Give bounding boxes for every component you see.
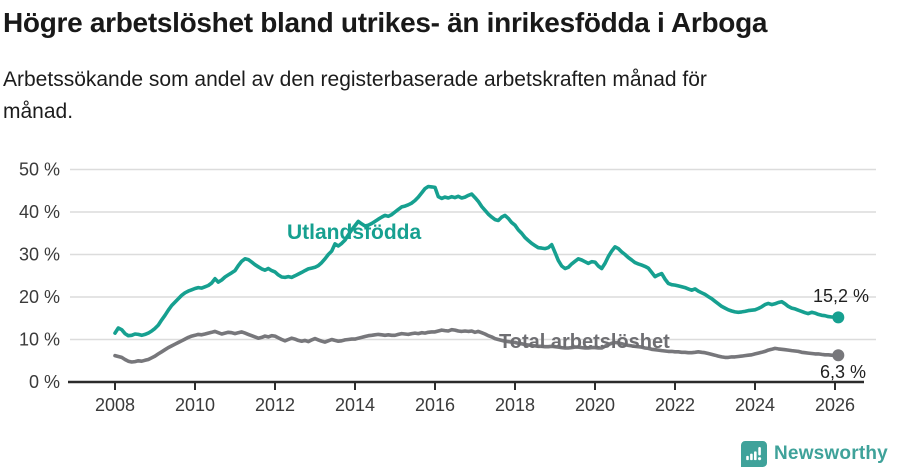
subtitle-line-1: Arbetssökande som andel av den registerb… (3, 68, 707, 91)
brand-footer: Newsworthy (741, 441, 888, 467)
x-axis-tick-label: 2026 (815, 395, 855, 415)
x-axis-tick-label: 2014 (335, 395, 375, 415)
y-axis-tick-label: 20 % (19, 287, 60, 307)
series-line-total-arbetsloshet (113, 327, 841, 364)
series-end-dot-utlandsfodda (832, 311, 845, 324)
series-label-total-arbetsloshet: Total arbetslöshet (499, 331, 670, 353)
y-axis-tick-label: 50 % (19, 160, 60, 180)
x-axis-tick-label: 2020 (575, 395, 615, 415)
x-axis-tick-label: 2018 (495, 395, 535, 415)
newsworthy-logo-icon (741, 441, 767, 467)
x-axis-tick-label: 2008 (95, 395, 135, 415)
y-axis-tick-label: 40 % (19, 202, 60, 222)
end-value-label-total-arbetsloshet: 6,3 % (820, 362, 867, 382)
series-line-utlandsfodda (113, 184, 841, 338)
brand-name: Newsworthy (774, 443, 888, 464)
y-axis-tick-label: 0 % (29, 372, 60, 392)
chart-subtitle: Arbetssökande som andel av den registerb… (3, 64, 707, 128)
end-value-label-utlandsfodda: 15,2 % (813, 286, 870, 306)
x-axis-tick-label: 2010 (175, 395, 215, 415)
x-axis-tick-label: 2022 (655, 395, 695, 415)
x-axis-tick-label: 2012 (255, 395, 295, 415)
series-end-dot-total-arbetsloshet (832, 349, 845, 362)
subtitle-line-2: månad. (3, 100, 74, 123)
x-axis-tick-label: 2024 (735, 395, 775, 415)
y-axis-tick-label: 30 % (19, 245, 60, 265)
x-axis-tick-label: 2016 (415, 395, 455, 415)
page-title: Högre arbetslöshet bland utrikes- än inr… (3, 7, 768, 38)
series-label-utlandsfodda: Utlandsfödda (287, 221, 422, 244)
y-axis-tick-label: 10 % (19, 330, 60, 350)
